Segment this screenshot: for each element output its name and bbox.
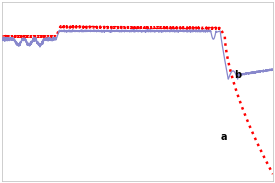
Text: b: b: [234, 70, 241, 80]
Text: a: a: [221, 132, 227, 142]
